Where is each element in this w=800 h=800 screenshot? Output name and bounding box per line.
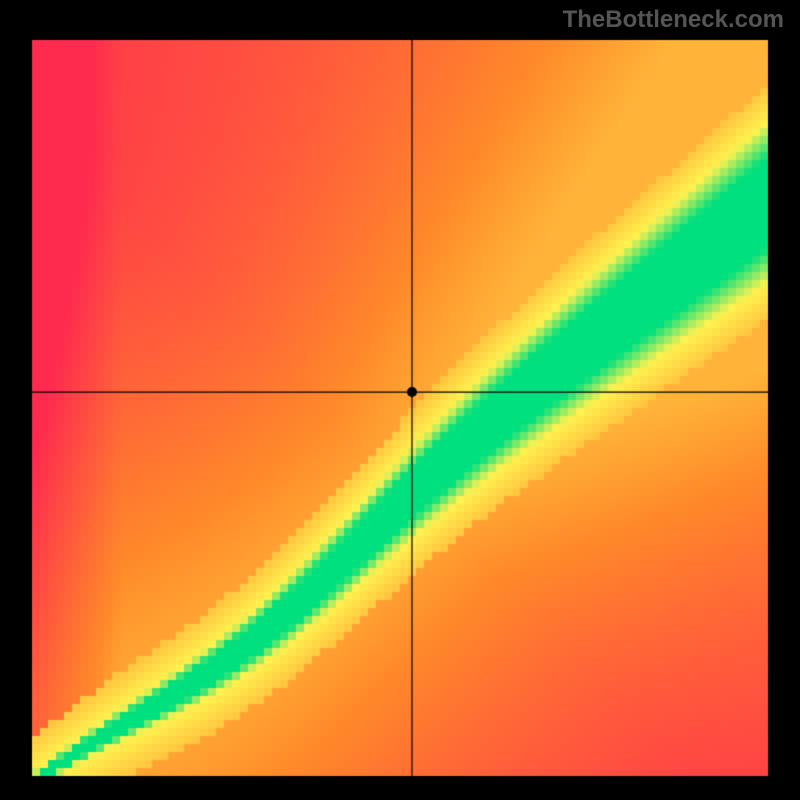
chart-container: { "watermark": { "text": "TheBottleneck.… [0,0,800,800]
watermark-text: TheBottleneck.com [563,6,784,34]
bottleneck-heatmap [0,0,800,800]
